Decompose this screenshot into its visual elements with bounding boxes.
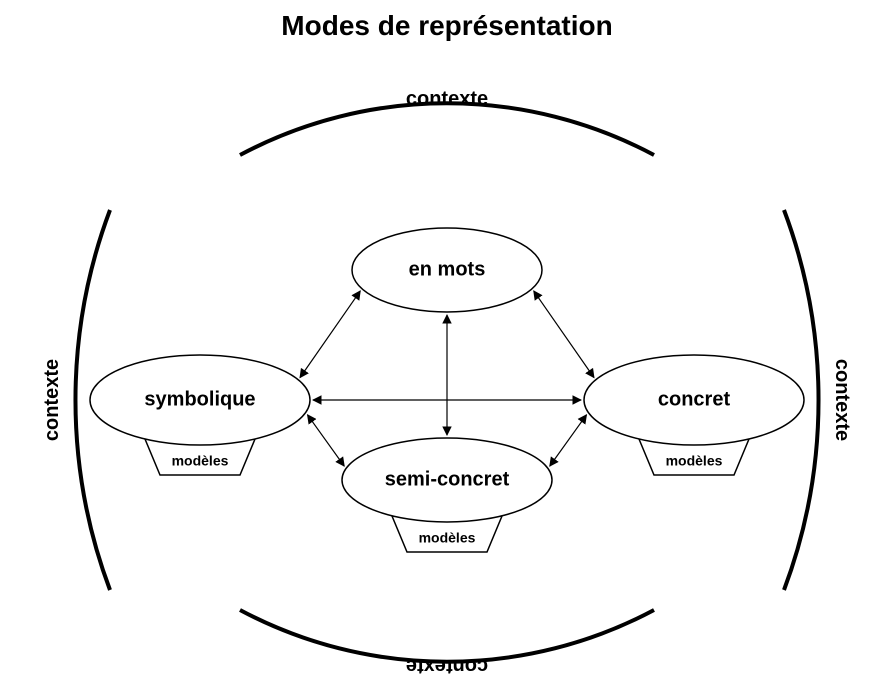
context-label-outer_right: contexte [831,359,853,441]
node-top: en mots [352,228,542,312]
edge-top-left [300,291,360,378]
node-label-top: en mots [409,258,486,280]
edge-left-bottom [308,415,345,466]
model-label-right: modèles [666,453,723,469]
model-label-left: modèles [172,453,229,469]
context-arc-outer_bottom [240,610,654,662]
context-label-outer_bottom: contexte [406,655,488,677]
node-right: modèles concret [584,355,804,475]
context-label-outer_top: contexte [406,88,488,110]
node-label-left: symbolique [144,388,255,410]
context-arc-outer_top [240,103,654,155]
context-label-outer_left: contexte [41,359,63,441]
node-label-bottom: semi-concret [385,468,510,490]
node-bottom: modèles semi-concret [342,438,552,552]
model-label-bottom: modèles [419,530,476,546]
edge-top-right [534,291,594,378]
node-left: modèles symbolique [90,355,310,475]
diagram-title: Modes de représentation [281,10,612,41]
node-label-right: concret [658,388,731,410]
edge-right-bottom [550,415,587,466]
